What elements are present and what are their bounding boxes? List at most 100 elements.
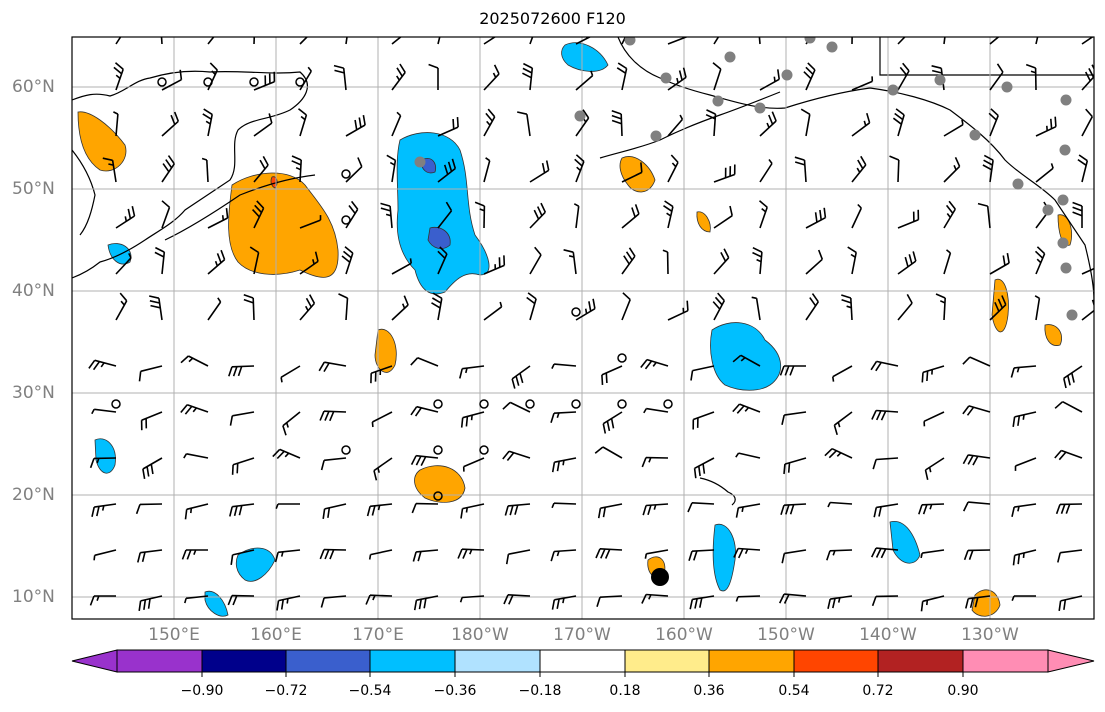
wind-barb: [982, 154, 994, 183]
positive-anomaly-region: [971, 589, 1001, 617]
colorbar: [71, 649, 1095, 677]
wind-barb: [735, 503, 761, 518]
wind-barb: [161, 69, 183, 91]
wind-barb: [230, 549, 255, 566]
wind-barb: [1011, 595, 1036, 601]
wind-barb: [102, 157, 117, 183]
calm-circle: [479, 445, 489, 455]
wind-barb: [601, 365, 623, 385]
colorbar-bin-5: [454, 649, 541, 673]
wind-barb: [431, 292, 443, 321]
lat-label-40n: 40°N: [12, 281, 55, 301]
wind-barb: [713, 164, 736, 183]
wind-barb: [989, 63, 1004, 91]
wind-barb: [805, 249, 824, 275]
wind-barb: [713, 248, 730, 275]
negative-anomaly-region: [889, 521, 921, 564]
wind-barb: [229, 411, 255, 426]
calm-circle: [571, 307, 581, 317]
lon-label-150e: 150°E: [148, 625, 200, 645]
gridlines: [72, 37, 1094, 619]
wind-barb: [616, 62, 628, 91]
wind-barb: [410, 357, 439, 367]
station-dot: [1001, 81, 1013, 93]
coastline-north: [879, 37, 1094, 76]
calm-circle: [341, 445, 351, 455]
colorbar-bin-1: [116, 649, 203, 673]
wind-barb: [1054, 449, 1083, 461]
wind-barb: [918, 503, 945, 515]
wind-barb: [851, 155, 867, 183]
wind-barb: [851, 37, 853, 45]
wind-barb: [437, 37, 441, 45]
colorbar-tick-label: −0.72: [264, 683, 308, 699]
wind-barb: [207, 37, 215, 45]
calm-circle: [525, 399, 535, 409]
station-dot: [1012, 178, 1024, 190]
positive-anomaly-region: [1044, 324, 1062, 346]
station-dot: [804, 37, 816, 44]
wind-barb: [483, 301, 503, 321]
wind-barb: [412, 549, 439, 562]
wind-barb: [115, 206, 136, 229]
wind-barb: [252, 200, 265, 229]
wind-barb: [689, 595, 715, 610]
positive-anomaly-region: [374, 328, 397, 373]
wind-barb: [692, 411, 715, 430]
wind-barb: [870, 360, 899, 372]
wind-barb: [180, 404, 209, 415]
wind-barb: [380, 202, 393, 229]
wind-barb: [529, 160, 550, 183]
station-dot: [934, 74, 946, 86]
wind-barb: [551, 457, 577, 473]
wind-barb: [299, 294, 316, 321]
wind-barb: [140, 411, 163, 431]
colorbar-tick-label: 0.36: [693, 683, 725, 699]
colorbar-tick-label: −0.54: [348, 683, 392, 699]
wind-barb: [735, 595, 761, 602]
wind-barb: [943, 249, 952, 275]
wind-barb: [113, 62, 124, 91]
wind-barb: [365, 594, 393, 605]
colorbar-tick-label: 0.18: [609, 683, 641, 699]
negative-anomaly-region: [204, 590, 229, 617]
wind-barb: [943, 200, 956, 229]
calm-circle: [111, 399, 121, 409]
wind-barb: [282, 411, 301, 436]
lon-label-130w: 130°W: [961, 625, 1019, 645]
wind-barb: [781, 549, 807, 564]
wind-barb: [1010, 365, 1037, 378]
wind-barb: [373, 457, 393, 481]
lon-label-170w: 170°W: [553, 625, 611, 645]
wind-barb: [870, 547, 899, 559]
calm-circle: [341, 169, 351, 179]
wind-barb: [805, 293, 819, 321]
wind-barb: [291, 155, 302, 183]
station-dot: [1060, 262, 1072, 274]
wind-barb: [897, 209, 920, 229]
wind-barb: [207, 208, 229, 229]
wind-barb: [319, 410, 347, 422]
colorbar-tick-label: 0.72: [862, 683, 894, 699]
wind-barb: [1012, 411, 1037, 428]
strong-negative-anomaly-region: [427, 226, 451, 250]
negative-anomaly-region: [107, 243, 132, 265]
wind-barb: [693, 457, 715, 479]
wind-barb: [805, 207, 827, 229]
wind-barb: [965, 595, 991, 609]
wind-barb: [207, 62, 219, 91]
positive-anomaly-region: [77, 111, 127, 172]
wind-barb: [253, 113, 273, 137]
calm-circle: [571, 399, 581, 409]
wind-barbs: [88, 37, 1094, 612]
colorbar-tick-label: −0.90: [180, 683, 224, 699]
colorbar-bin-11: [962, 649, 1049, 673]
wind-barb: [705, 109, 717, 137]
wind-barb: [338, 293, 349, 321]
colorbar-tick-label: 0.54: [778, 683, 810, 699]
wind-barb: [1035, 163, 1054, 183]
wind-barb: [505, 549, 531, 565]
calm-markers: [111, 77, 673, 501]
wind-barb: [667, 154, 679, 183]
colorbar-tick-label: −0.36: [433, 683, 477, 699]
